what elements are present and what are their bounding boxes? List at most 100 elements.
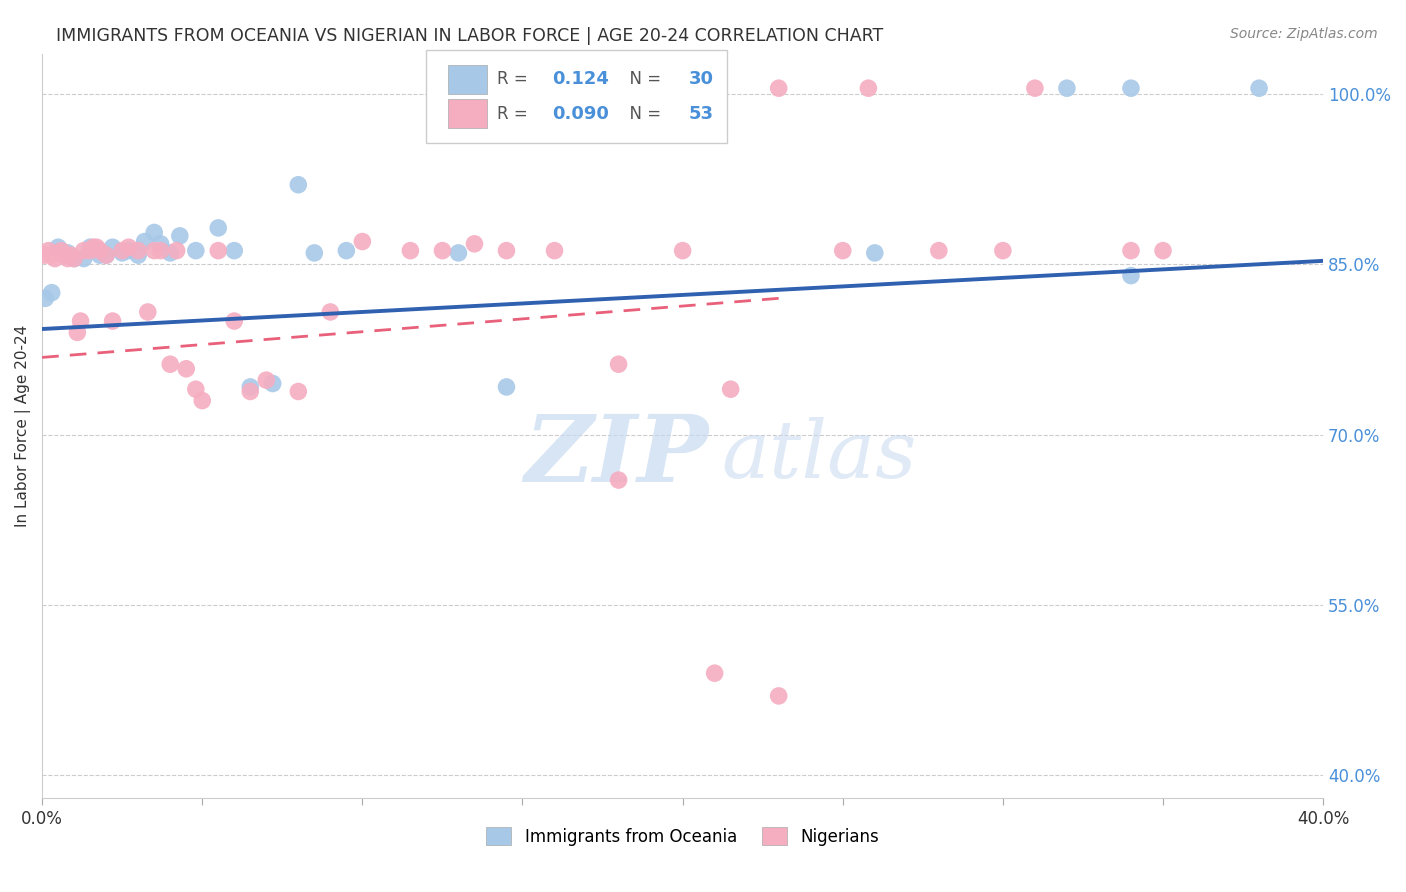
Point (159, 357, 181, 371)
Point (224, 314, 246, 328)
Point (607, 357, 630, 371)
Point (174, 361, 197, 376)
Point (111, 244, 134, 258)
Point (41, 248, 63, 262)
Point (1152, 244, 1174, 258)
Text: R =: R = (496, 104, 533, 122)
Point (304, 246, 326, 260)
Point (63, 252, 86, 266)
Point (720, 382, 742, 396)
Text: 30: 30 (689, 70, 714, 88)
Point (1119, 81, 1142, 95)
Text: 53: 53 (689, 104, 714, 122)
FancyBboxPatch shape (449, 100, 486, 128)
Point (66, 326, 89, 340)
Point (432, 244, 454, 258)
Point (672, 244, 695, 258)
Point (335, 244, 357, 258)
Text: R =: R = (496, 70, 533, 88)
Point (136, 305, 159, 319)
Point (703, 666, 725, 681)
Point (96, 248, 118, 262)
Point (117, 240, 139, 254)
Point (1249, 81, 1271, 95)
Point (863, 246, 886, 260)
Point (117, 244, 139, 258)
Text: 0.090: 0.090 (553, 104, 609, 122)
Point (53, 248, 76, 262)
Point (149, 244, 172, 258)
Point (34, 248, 56, 262)
Point (86, 240, 108, 254)
Point (143, 226, 166, 240)
Point (600, 81, 623, 95)
Point (184, 382, 207, 396)
Point (149, 236, 172, 251)
Point (73, 252, 96, 266)
Point (991, 244, 1014, 258)
Point (38, 244, 60, 258)
Point (831, 244, 853, 258)
Point (127, 244, 149, 258)
Point (59, 248, 82, 262)
Text: N =: N = (619, 104, 666, 122)
Point (463, 236, 485, 251)
FancyBboxPatch shape (449, 65, 486, 94)
Legend: Immigrants from Oceania, Nigerians: Immigrants from Oceania, Nigerians (486, 828, 879, 846)
Point (51, 244, 73, 258)
Point (1119, 244, 1142, 258)
Point (495, 380, 517, 394)
Point (166, 244, 188, 258)
Point (41, 285, 63, 300)
Point (143, 244, 166, 258)
Point (224, 244, 246, 258)
Point (207, 244, 229, 258)
Text: ZIP: ZIP (524, 411, 709, 501)
Text: N =: N = (619, 70, 666, 88)
Point (191, 393, 214, 408)
Point (1024, 81, 1046, 95)
Point (207, 221, 229, 235)
Point (858, 81, 880, 95)
Point (101, 240, 124, 254)
Point (287, 384, 309, 399)
Point (543, 244, 565, 258)
Text: IMMIGRANTS FROM OCEANIA VS NIGERIAN IN LABOR FORCE | AGE 20-24 CORRELATION CHART: IMMIGRANTS FROM OCEANIA VS NIGERIAN IN L… (56, 27, 883, 45)
Point (527, 81, 550, 95)
Point (111, 246, 134, 260)
Point (56, 252, 79, 266)
Point (254, 373, 277, 387)
Point (134, 235, 156, 249)
Point (89, 248, 111, 262)
Point (79, 240, 101, 254)
Point (82, 240, 104, 254)
Point (239, 380, 262, 394)
Y-axis label: In Labor Force | Age 20-24: In Labor Force | Age 20-24 (15, 325, 31, 527)
Point (44, 252, 66, 266)
Text: atlas: atlas (721, 417, 917, 495)
Point (399, 244, 422, 258)
Point (1119, 268, 1142, 283)
Point (768, 689, 790, 703)
Point (127, 248, 149, 262)
Point (447, 246, 470, 260)
Point (159, 246, 181, 260)
Point (239, 384, 262, 399)
Point (319, 305, 342, 319)
Point (287, 178, 309, 192)
Point (169, 228, 191, 243)
Text: 0.124: 0.124 (553, 70, 609, 88)
Point (262, 376, 284, 391)
Point (607, 473, 630, 487)
Point (73, 244, 96, 258)
Point (34, 291, 56, 305)
Point (495, 244, 517, 258)
Point (56, 246, 79, 260)
Point (184, 244, 207, 258)
Text: Source: ZipAtlas.com: Source: ZipAtlas.com (1230, 27, 1378, 41)
Point (63, 252, 86, 266)
Point (46, 240, 69, 254)
Point (96, 248, 118, 262)
Point (101, 314, 124, 328)
Point (79, 244, 101, 258)
